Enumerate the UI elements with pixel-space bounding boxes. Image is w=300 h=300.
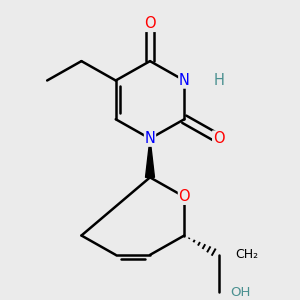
Text: CH₂: CH₂ <box>235 248 258 261</box>
Text: O: O <box>178 189 190 204</box>
Text: OH: OH <box>230 286 251 299</box>
Text: H: H <box>213 73 224 88</box>
Text: O: O <box>144 16 156 31</box>
Text: N: N <box>179 73 190 88</box>
Polygon shape <box>146 139 154 177</box>
Text: O: O <box>213 131 224 146</box>
Text: N: N <box>145 131 155 146</box>
